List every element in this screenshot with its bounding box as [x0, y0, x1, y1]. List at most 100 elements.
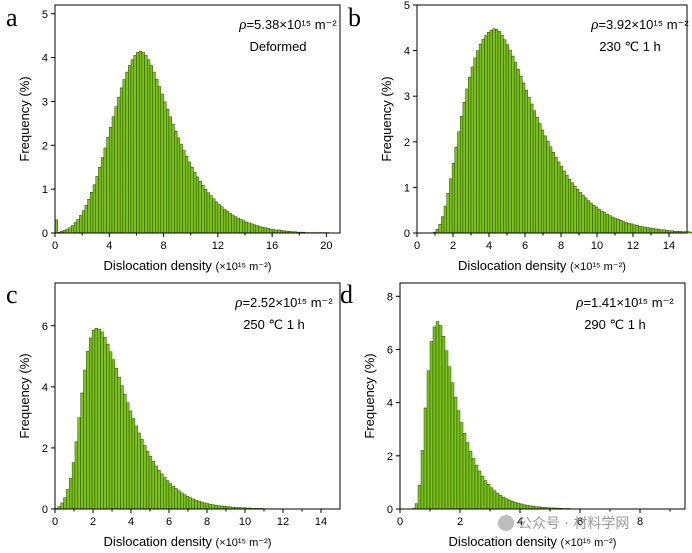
y-tick-label: 4: [42, 53, 48, 65]
histogram-bar: [459, 116, 464, 234]
histogram-bar: [88, 337, 93, 510]
histogram-bar: [457, 131, 461, 234]
histogram-bar: [511, 55, 515, 234]
histogram-bar: [168, 483, 173, 510]
y-tick-label: 3: [404, 91, 410, 103]
annotation-density-value: =2.52×10¹⁵ m⁻²: [242, 295, 333, 310]
histogram-bar: [462, 432, 467, 510]
x-tick-label: 10: [239, 516, 251, 528]
annotation-density: ρ=3.92×10¹⁵ m⁻²: [590, 17, 689, 33]
watermark-text: 公众号 · 材料学网: [518, 516, 630, 532]
histogram-bar: [65, 228, 69, 234]
histogram-bar: [477, 470, 482, 510]
y-tick-label: 0: [387, 504, 393, 516]
histogram-bar: [111, 116, 115, 234]
histogram-bar: [578, 192, 582, 234]
histogram-bar: [220, 206, 224, 234]
y-tick-label: 6: [387, 344, 393, 356]
histogram-bar: [197, 500, 201, 510]
histogram-bar: [525, 505, 530, 510]
histogram-bar: [114, 367, 118, 510]
histogram-bar: [69, 478, 73, 510]
y-tick-label: 2: [404, 137, 410, 149]
y-tick-label: 0: [404, 228, 410, 240]
x-tick-label: 0: [52, 516, 58, 528]
histogram-bar: [554, 157, 558, 234]
y-tick-label: 0: [42, 504, 48, 516]
histogram-bar: [522, 82, 526, 234]
histogram-bar: [79, 215, 83, 234]
histogram-bar: [244, 221, 248, 234]
histogram-bar: [187, 161, 191, 234]
x-tick-label: 4: [486, 240, 492, 252]
annotation-density-value: =3.92×10¹⁵ m⁻²: [598, 17, 689, 32]
histogram-bar: [446, 193, 450, 234]
histogram-bar: [191, 498, 195, 510]
rho-symbol: ρ: [575, 295, 583, 311]
histogram-bar: [573, 185, 577, 234]
histogram-bar: [86, 351, 90, 510]
y-axis-title: Frequency (%): [17, 76, 32, 161]
histogram-bar: [444, 350, 449, 510]
histogram-bar: [242, 220, 246, 234]
histogram-bar: [190, 167, 194, 234]
histogram-bar: [447, 366, 452, 510]
histogram-bar: [532, 110, 537, 234]
histogram-bar: [174, 488, 178, 510]
x-tick-label: 6: [522, 240, 528, 252]
histogram-bar: [71, 462, 76, 510]
histogram-bar: [646, 227, 650, 234]
y-tick-label: 0: [42, 228, 48, 240]
panel-letter: a: [6, 3, 18, 32]
annotation-density-value: =1.41×10¹⁵ m⁻²: [583, 295, 674, 310]
histogram-bar: [497, 31, 501, 234]
histogram-bar: [92, 184, 96, 234]
y-tick-label: 4: [404, 46, 410, 58]
x-tick-label: 12: [277, 516, 289, 528]
histogram-bar: [154, 465, 158, 510]
histogram-bar: [559, 166, 564, 234]
histogram-bar: [73, 222, 77, 234]
histogram-bar: [84, 205, 88, 234]
x-tick-label: 4: [128, 516, 134, 528]
y-tick-label: 5: [404, 0, 410, 12]
histogram-bar: [255, 225, 259, 234]
rho-symbol: ρ: [238, 17, 246, 33]
histogram-bar: [489, 29, 493, 234]
histogram-bar: [157, 469, 161, 510]
histogram-bar: [202, 502, 207, 510]
histogram-bar: [217, 204, 221, 234]
histogram-bar: [584, 197, 588, 234]
histogram-bar: [417, 484, 422, 510]
y-tick-label: 6: [42, 321, 48, 333]
histogram-bar: [205, 503, 210, 510]
histogram-bar: [624, 222, 628, 234]
histogram-bar: [147, 59, 151, 234]
histogram-bar: [449, 178, 453, 234]
histogram-bar: [508, 49, 512, 234]
histogram-bar: [163, 101, 167, 234]
x-tick-label: 0: [397, 516, 403, 528]
y-tick-label: 4: [42, 382, 48, 394]
histogram-bar: [117, 96, 121, 234]
histogram-bar: [507, 499, 512, 510]
histogram-bar: [171, 124, 175, 234]
histogram-bar: [185, 156, 189, 234]
histogram-bar: [432, 326, 437, 510]
histogram-bar: [484, 35, 488, 234]
plot-frame: [54, 4, 341, 234]
x-tick-label: 16: [266, 240, 278, 252]
histogram-bar: [522, 504, 527, 510]
histogram-bars: [54, 50, 330, 234]
histogram-bar: [480, 475, 485, 510]
histogram-bar: [100, 331, 104, 510]
histogram-bar: [137, 432, 141, 510]
x-axis-title: Dislocation density (×10¹⁵ m⁻²): [104, 534, 272, 549]
histogram-bar: [611, 216, 615, 234]
histogram-bar: [195, 176, 200, 234]
histogram-bar: [451, 163, 456, 234]
histogram-bar: [160, 93, 164, 234]
histogram-bar: [149, 65, 153, 234]
